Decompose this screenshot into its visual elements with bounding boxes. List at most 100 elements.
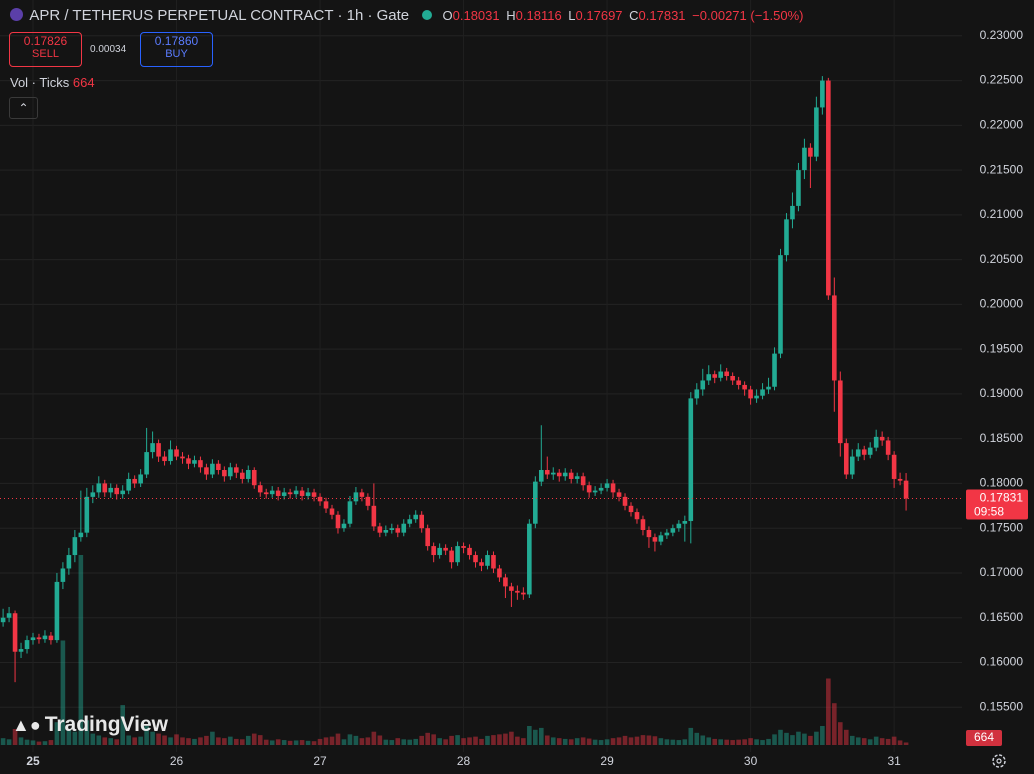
c-value: 0.17831 — [638, 8, 686, 23]
candle-body — [808, 147, 813, 157]
sell-button[interactable]: 0.17826 SELL — [9, 32, 82, 67]
h-value: 0.18116 — [515, 8, 562, 23]
volume-bar — [455, 735, 460, 745]
volume-bar — [84, 720, 90, 745]
candle-body — [491, 555, 496, 569]
candle-body — [682, 521, 688, 524]
symbol[interactable]: APR / TETHERUS PERPETUAL CONTRACT · 1h ·… — [29, 7, 410, 24]
volume-bar — [335, 733, 341, 745]
volume-bar — [670, 739, 676, 745]
candle-body — [311, 492, 317, 497]
volume-bar — [826, 678, 831, 745]
candle-body — [192, 460, 197, 464]
buy-button[interactable]: 0.17860 BUY — [140, 32, 213, 67]
x-tick-label: 26 — [170, 754, 184, 768]
volume-bar — [550, 737, 556, 745]
volume-bar — [509, 731, 514, 745]
candle-body — [820, 80, 825, 108]
candle-body — [335, 514, 341, 529]
candle-body — [234, 467, 239, 473]
volume-bar — [861, 738, 867, 745]
candle-body — [257, 485, 263, 493]
volume-bar — [754, 739, 759, 745]
volume-bar — [66, 729, 72, 745]
y-tick-label: 0.19500 — [980, 341, 1024, 355]
volume-bar — [78, 555, 84, 745]
volume-bar — [359, 738, 365, 745]
last-price-label: 0.17831 — [980, 491, 1024, 505]
candle-body — [425, 528, 430, 547]
volume-bar — [0, 738, 6, 745]
volume-bar — [240, 739, 245, 745]
y-tick-label: 0.21000 — [980, 207, 1024, 221]
candle-body — [718, 371, 723, 378]
volume-bar — [377, 735, 383, 745]
volume-bar — [275, 739, 281, 745]
collapse-button[interactable]: ⌃ — [9, 97, 38, 119]
volume-bar — [604, 739, 610, 745]
candle-body — [18, 649, 24, 652]
candle-body — [843, 443, 849, 475]
candle-body — [730, 376, 735, 381]
volume-bar — [90, 733, 96, 745]
settings-hub — [996, 758, 1002, 764]
volume-bar — [766, 738, 771, 745]
volume-bar — [503, 733, 508, 745]
volume-bar — [299, 740, 305, 745]
candle-body — [891, 454, 897, 479]
volume-bar — [706, 737, 712, 745]
candle-body — [228, 467, 233, 477]
y-tick-label: 0.22500 — [980, 73, 1024, 87]
candle-body — [383, 529, 389, 533]
candle-body — [132, 478, 137, 484]
volume-bar — [18, 737, 24, 745]
volume-legend-value: 664 — [72, 75, 95, 90]
candle-body — [365, 496, 371, 506]
volume-bar — [652, 736, 658, 745]
x-tick-label: 30 — [744, 754, 758, 768]
y-tick-label: 0.20500 — [980, 252, 1024, 266]
change: −0.00271 (−1.50%) — [692, 8, 804, 23]
candle-body — [263, 492, 269, 495]
volume-bar — [186, 738, 191, 745]
symbol-icon — [10, 8, 23, 21]
volume-bar — [802, 733, 807, 745]
candle-body — [156, 443, 161, 457]
volume-bar — [48, 740, 54, 745]
candle-body — [437, 547, 442, 556]
volume-bar — [341, 739, 347, 745]
candle-body — [401, 523, 407, 533]
legend: APR / TETHERUS PERPETUAL CONTRACT · 1h ·… — [10, 7, 809, 24]
volume-value-label: 664 — [974, 730, 994, 744]
volume-bar — [144, 726, 149, 745]
volume-bar — [204, 735, 209, 745]
y-tick-label: 0.21500 — [980, 162, 1024, 176]
candle-body — [861, 449, 867, 455]
candle-body — [694, 389, 700, 399]
volume-bar — [527, 726, 532, 745]
volume-bar — [610, 738, 616, 745]
volume-bar — [150, 731, 155, 745]
candle-body — [174, 449, 179, 457]
candle-body — [670, 528, 676, 533]
volume-bar — [449, 735, 454, 745]
candle-body — [503, 577, 508, 587]
volume-bar — [694, 732, 700, 745]
volume-bar — [634, 736, 640, 745]
volume-bar — [371, 731, 377, 745]
candle-body — [598, 487, 604, 491]
settings-icon[interactable] — [992, 754, 1006, 768]
volume-bar — [395, 738, 401, 745]
volume-bar — [293, 740, 299, 745]
y-tick-label: 0.17000 — [980, 565, 1024, 579]
candle-body — [180, 456, 185, 459]
x-tick-label: 27 — [313, 754, 327, 768]
candle-body — [652, 537, 658, 542]
candle-body — [473, 555, 478, 563]
volume-bar — [228, 736, 233, 745]
candle-body — [509, 586, 514, 591]
volume-bar — [389, 740, 395, 745]
candle-body — [628, 505, 634, 513]
x-tick-label: 25 — [26, 754, 40, 768]
